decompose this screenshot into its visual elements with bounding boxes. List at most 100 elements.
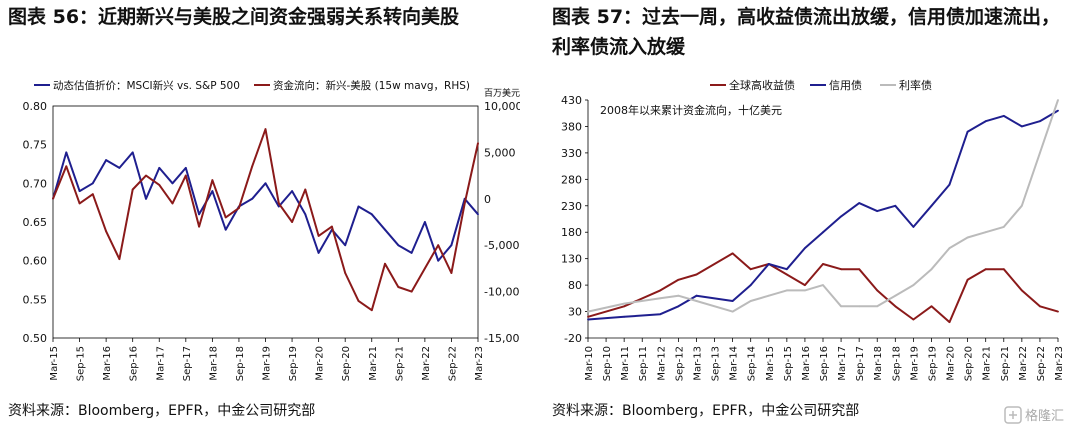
point-series-2 [397, 286, 400, 288]
point-series-2 [623, 315, 626, 318]
point-series-1 [211, 190, 214, 192]
point-series-1 [158, 167, 161, 169]
point-series-3 [894, 294, 897, 297]
x-tick-label: Sep-22 [1036, 346, 1047, 381]
point-series-2 [317, 235, 320, 237]
point-series-2 [251, 165, 254, 168]
y-right-tick-label: -10,000 [484, 286, 520, 299]
point-series-1 [930, 305, 933, 308]
point-series-1 [659, 289, 662, 292]
point-series-2 [1020, 125, 1023, 128]
point-series-2 [91, 193, 94, 196]
point-series-1 [948, 321, 951, 323]
point-series-1 [370, 213, 373, 216]
point-series-2 [118, 258, 121, 260]
x-tick-label: Sep-13 [711, 346, 722, 381]
point-series-1 [804, 284, 806, 286]
y-right-tick-label: -15,000 [484, 332, 520, 345]
point-series-2 [930, 204, 933, 207]
point-series-2 [184, 174, 187, 177]
x-tick-label: Sep-21 [1000, 346, 1011, 381]
legend-label-2: 信用债 [829, 78, 862, 92]
y-tick-label: 180 [561, 226, 582, 239]
y-tick-label: -20 [564, 332, 582, 345]
x-tick-label: Sep-12 [674, 346, 685, 381]
point-series-1 [1039, 305, 1041, 308]
chart-left: 0.80 0.75 0.70 0.65 0.60 0.55 0.50 10,000 5,000 0… [23, 79, 521, 381]
x-tick-label: Mar-15 [765, 346, 776, 381]
point-series-2 [840, 215, 842, 218]
point-series-2 [858, 202, 861, 205]
point-series-1 [894, 305, 897, 308]
x-tick-label: Sep-17 [855, 346, 866, 381]
line-series-1 [52, 151, 479, 262]
point-series-2 [1039, 120, 1041, 123]
point-series-3 [1039, 152, 1041, 154]
point-series-1 [1057, 310, 1059, 313]
legend-label-valuation: 动态估值折价：MSCI新兴 vs. S&P 500 [53, 79, 240, 92]
point-series-3 [858, 305, 861, 308]
y-tick-label: 230 [561, 200, 582, 213]
y-right-tick-label: -5,000 [484, 239, 519, 252]
point-series-3 [695, 300, 698, 302]
point-series-3 [930, 268, 933, 271]
x-tick-label: Sep-18 [891, 346, 902, 381]
legend-label-flows: 资金流向：新兴-美股 (15w mavg，RHS) [273, 79, 470, 92]
x-tick-label: Sep-20 [964, 346, 975, 381]
point-series-2 [52, 197, 54, 200]
point-series-1 [251, 197, 254, 200]
x-tick-label: Mar-10 [584, 346, 595, 381]
line-series-3 [587, 99, 1059, 313]
point-series-1 [304, 213, 307, 216]
source-note-left: 资料来源：Bloomberg，EPFR，中金公司研究部 [8, 403, 316, 419]
point-series-2 [695, 294, 698, 297]
x-tick-label: Mar-18 [873, 346, 884, 381]
point-series-2 [948, 183, 951, 186]
x-tick-label: Mar-15 [49, 346, 60, 381]
point-series-2 [984, 120, 987, 123]
x-tick-label: Sep-15 [783, 346, 794, 381]
point-series-2 [370, 309, 373, 312]
point-series-1 [344, 244, 347, 247]
point-series-1 [785, 273, 788, 276]
point-series-3 [785, 289, 788, 292]
point-series-2 [198, 225, 201, 228]
x-tick-label: Sep-16 [819, 346, 830, 381]
line-series-2 [587, 109, 1059, 321]
point-series-2 [876, 210, 879, 213]
y-tick-label: 130 [561, 253, 582, 266]
line-series-2 [52, 128, 479, 312]
point-series-1 [450, 244, 453, 247]
x-tick-label: Sep-19 [288, 346, 299, 381]
x-tick-label: Mar-22 [421, 346, 432, 381]
point-series-1 [291, 190, 293, 192]
point-series-2 [822, 231, 824, 234]
point-series-1 [912, 318, 915, 321]
x-tick-label: Mar-17 [837, 346, 848, 381]
point-series-1 [131, 151, 134, 154]
chart-right-title-line2: 利率债流入放缓 [552, 36, 686, 58]
x-tick-label: Mar-21 [982, 346, 993, 381]
y-tick-label: 380 [561, 120, 582, 133]
x-tick-label: Sep-16 [129, 346, 140, 381]
point-series-2 [1002, 115, 1005, 117]
y-left-tick-label: 0.50 [23, 332, 48, 345]
point-series-1 [587, 315, 589, 318]
x-tick-label: Mar-11 [620, 346, 631, 381]
point-series-1 [105, 159, 107, 161]
point-series-3 [876, 305, 879, 308]
point-series-2 [291, 221, 293, 223]
point-series-2 [145, 174, 147, 177]
y-left-tick-label: 0.80 [23, 100, 48, 113]
x-tick-label: Mar-21 [368, 346, 379, 381]
point-series-2 [224, 216, 227, 219]
point-series-2 [477, 142, 479, 144]
y-right-tick-label: 10,000 [484, 100, 520, 113]
x-tick-label: Mar-16 [801, 346, 812, 381]
point-series-1 [65, 151, 68, 154]
x-tick-label: Mar-23 [1054, 346, 1065, 381]
point-series-1 [858, 268, 861, 271]
point-series-2 [158, 184, 161, 186]
point-series-2 [211, 179, 214, 182]
x-tick-label: Sep-17 [182, 346, 193, 381]
